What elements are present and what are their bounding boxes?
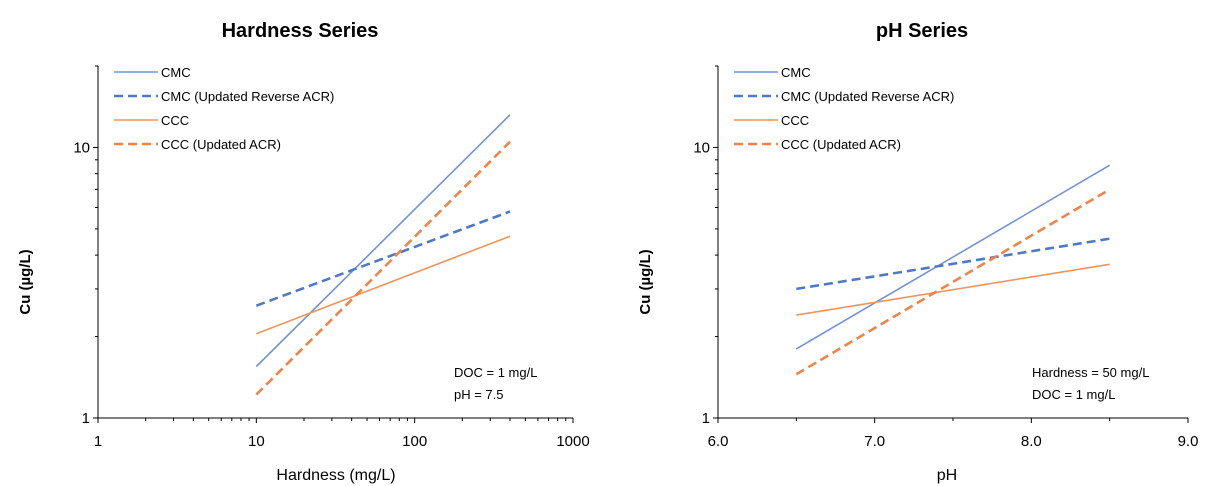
y-axis-label: Cu (µg/L) (637, 249, 654, 314)
ph-chart: pH Series Cu (µg/L) pH 1 10 6.0 7.0 8.0 9.0 CM… (637, 20, 1198, 484)
legend-label: CMC (Updated Reverse ACR) (161, 89, 334, 104)
y-tick-label: 10 (73, 139, 90, 156)
x-tick-label: 100 (402, 433, 427, 450)
x-tick-label: 9.0 (1178, 433, 1199, 450)
series-line (796, 237, 1110, 291)
x-tick-label: 1 (94, 433, 102, 450)
series-line (796, 263, 1110, 316)
plot-area: 1 10 1 10 100 1000 CMC CMC (Updated Reverse ACR… (73, 65, 589, 450)
series-line (255, 140, 511, 396)
series-line (256, 235, 511, 335)
y-tick-label: 1 (82, 410, 90, 427)
chart-title: Hardness Series (222, 20, 379, 42)
legend-label: CCC (161, 113, 189, 128)
x-axis-label: Hardness (mg/L) (276, 467, 395, 484)
series-line (255, 210, 511, 307)
legend-label: CCC (Updated ACR) (781, 137, 901, 152)
x-tick-label: 6.0 (708, 433, 729, 450)
x-tick-label: 7.0 (864, 433, 885, 450)
series-line (795, 164, 1111, 350)
x-tick-label: 1000 (556, 433, 589, 450)
y-axis-label: Cu (µg/L) (17, 249, 34, 314)
series-line (255, 114, 511, 368)
x-axis-label: pH (937, 467, 957, 484)
x-tick-label: 10 (248, 433, 265, 450)
annotation-hardness: Hardness = 50 mg/L (1032, 365, 1149, 380)
chart-title: pH Series (876, 20, 968, 42)
legend-label: CMC (Updated Reverse ACR) (781, 89, 954, 104)
series-line (795, 188, 1111, 376)
legend-label: CCC (Updated ACR) (161, 137, 281, 152)
annotation-doc: DOC = 1 mg/L (454, 365, 537, 380)
x-tick-label: 8.0 (1021, 433, 1042, 450)
annotation-doc: DOC = 1 mg/L (1032, 387, 1115, 402)
legend-label: CMC (781, 65, 811, 80)
y-tick-label: 1 (702, 410, 710, 427)
y-tick-label: 10 (693, 139, 710, 156)
plot-area: 1 10 6.0 7.0 8.0 9.0 CMC CMC (Updated Reverse A… (693, 65, 1198, 450)
legend-label: CCC (781, 113, 809, 128)
hardness-chart: Hardness Series Cu (µg/L) Hardness (mg/L… (17, 20, 590, 484)
legend-label: CMC (161, 65, 191, 80)
annotation-ph: pH = 7.5 (454, 387, 504, 402)
